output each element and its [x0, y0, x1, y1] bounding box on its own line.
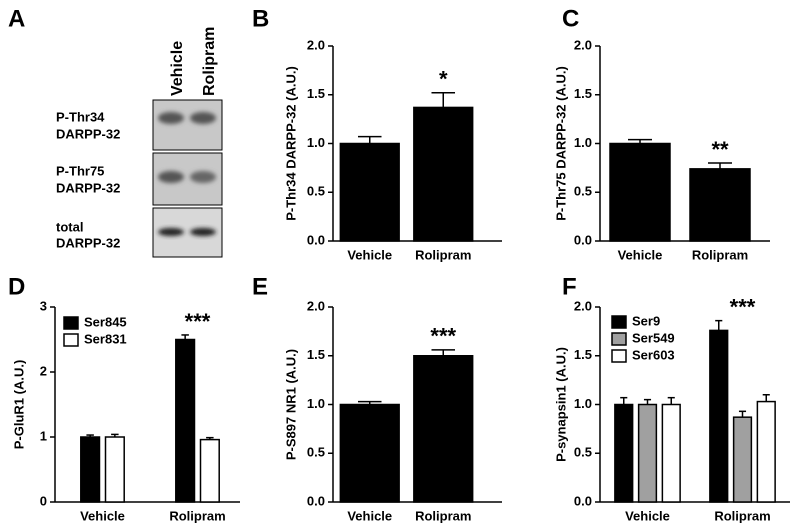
row-label: DARPP-32 [56, 180, 120, 195]
bar [732, 416, 753, 503]
x-tick-label: Rolipram [169, 508, 225, 523]
bar [661, 403, 681, 503]
bar [80, 436, 101, 503]
panel-letter: C [562, 5, 579, 32]
y-tick-label: 3 [40, 298, 47, 313]
annotation: *** [185, 309, 211, 334]
row-label: DARPP-32 [56, 235, 120, 250]
y-tick-label: 2.0 [574, 298, 592, 313]
y-tick-label: 0.0 [574, 232, 592, 247]
bar [614, 403, 634, 503]
blot-band [158, 112, 184, 124]
legend-label: Ser845 [84, 314, 127, 329]
y-tick-label: 0.0 [307, 232, 325, 247]
x-tick-label: Vehicle [625, 508, 670, 523]
bar [709, 329, 729, 503]
lane-label: Vehicle [169, 41, 186, 96]
panel-letter: A [8, 5, 25, 32]
bar [339, 142, 400, 242]
y-tick-label: 0.0 [307, 493, 325, 508]
y-tick-label: 0 [40, 493, 47, 508]
y-tick-label: 1.5 [307, 347, 325, 362]
x-tick-label: Vehicle [618, 247, 663, 262]
x-tick-label: Rolipram [415, 247, 471, 262]
legend-swatch [63, 316, 79, 330]
y-axis-label: P-synapsin1 (A.U.) [553, 347, 568, 462]
row-label: P-Thr34 [56, 109, 105, 124]
y-tick-label: 2 [40, 363, 47, 378]
annotation: *** [730, 294, 756, 319]
row-label: total [56, 219, 83, 234]
panel-letter: D [8, 273, 25, 300]
y-tick-label: 1.5 [574, 86, 592, 101]
y-axis-label: P-S897 NR1 (A.U.) [283, 349, 298, 460]
bar [104, 436, 125, 503]
y-tick-label: 0.5 [307, 184, 325, 199]
bar [413, 355, 474, 503]
bar [175, 338, 196, 503]
row-label: P-Thr75 [56, 163, 104, 178]
panel-letter: B [252, 5, 269, 32]
bar [609, 142, 671, 242]
bar [199, 438, 220, 503]
bar [339, 403, 400, 503]
legend-label: Ser831 [84, 331, 127, 346]
blot [152, 99, 223, 258]
bar [637, 403, 658, 503]
lane-label: Rolipram [201, 27, 218, 96]
y-tick-label: 1.5 [574, 347, 592, 362]
legend-label: Ser9 [632, 313, 660, 328]
y-axis-label: P-Thr34 DARPP-32 (A.U.) [283, 66, 298, 221]
annotation: ** [711, 137, 729, 162]
y-tick-label: 1.0 [574, 135, 592, 150]
bar [756, 400, 776, 503]
legend-swatch [611, 332, 627, 346]
y-axis-label: P-Thr75 DARPP-32 (A.U.) [553, 66, 568, 221]
y-tick-label: 0.0 [574, 493, 592, 508]
blot-band [158, 228, 184, 236]
y-tick-label: 1.0 [574, 396, 592, 411]
legend-swatch [611, 349, 627, 363]
panel-letter: F [562, 273, 577, 300]
y-axis-label: P-GluR1 (A.U.) [11, 360, 26, 450]
y-tick-label: 1.0 [307, 135, 325, 150]
x-tick-label: Vehicle [80, 508, 125, 523]
y-tick-label: 0.5 [307, 445, 325, 460]
y-tick-label: 2.0 [307, 37, 325, 52]
blot-box [152, 99, 223, 151]
x-tick-label: Rolipram [415, 508, 471, 523]
blot-band [190, 112, 216, 124]
bar [689, 168, 751, 242]
row-label: DARPP-32 [56, 126, 120, 141]
legend-label: Ser549 [632, 330, 675, 345]
bar [413, 106, 474, 242]
legend-swatch [611, 315, 627, 329]
panel-letter: E [252, 273, 268, 300]
x-tick-label: Vehicle [347, 508, 392, 523]
legend-swatch [63, 333, 79, 347]
annotation: *** [430, 324, 456, 349]
x-tick-label: Vehicle [347, 247, 392, 262]
annotation: * [439, 67, 448, 92]
y-tick-label: 1.0 [307, 396, 325, 411]
x-tick-label: Rolipram [692, 247, 748, 262]
x-tick-label: Rolipram [714, 508, 770, 523]
blot-band [190, 228, 216, 236]
y-tick-label: 2.0 [574, 37, 592, 52]
y-tick-label: 0.5 [574, 445, 592, 460]
y-tick-label: 1.5 [307, 86, 325, 101]
blot-band [190, 171, 216, 183]
y-tick-label: 1 [40, 428, 47, 443]
blot-band [158, 171, 184, 183]
y-tick-label: 0.5 [574, 184, 592, 199]
y-tick-label: 2.0 [307, 298, 325, 313]
legend-label: Ser603 [632, 347, 675, 362]
